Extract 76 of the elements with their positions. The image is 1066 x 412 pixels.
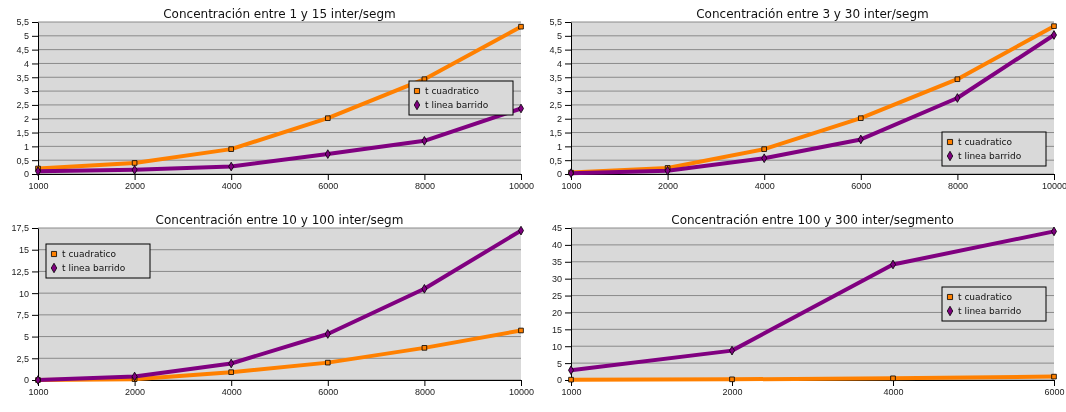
x-tick-label: 10000 [1041,181,1066,192]
x-tick-label: 10000 [508,387,535,398]
x-tick-label: 4000 [754,181,775,192]
y-tick-label: 3 [23,86,29,97]
legend-label: t cuadratico [425,86,480,96]
y-tick-label: 10 [551,341,562,352]
y-tick-label: 0,5 [549,155,562,166]
x-tick-label: 2000 [722,387,743,398]
x-tick-label: 4000 [221,181,242,192]
chart-title: Concentración entre 100 y 300 inter/segmento [671,213,954,227]
y-tick-label: 20 [551,307,562,318]
y-tick-label: 3,5 [549,72,562,83]
y-tick-label: 2,5 [549,100,562,111]
y-tick-label: 17,5 [11,223,29,234]
y-tick-label: 2,5 [16,353,29,364]
x-tick-label: 6000 [318,387,339,398]
x-tick-label: 1000 [561,181,582,192]
y-tick-label: 2 [23,114,29,125]
y-tick-label: 5 [23,31,29,42]
x-tick-label: 6000 [851,181,872,192]
x-tick-label: 2000 [658,181,679,192]
y-tick-label: 0 [23,169,29,180]
x-tick-label: 2000 [125,181,146,192]
legend-label: t linea barrido [425,100,489,110]
y-tick-label: 5,5 [549,17,562,28]
x-tick-label: 1000 [28,387,49,398]
legend-label: t cuadratico [958,137,1013,147]
y-tick-label: 35 [551,257,562,268]
y-tick-label: 1,5 [16,127,29,138]
y-tick-label: 1 [556,141,562,152]
x-tick-label: 10000 [508,181,535,192]
y-tick-label: 40 [551,240,562,251]
y-tick-label: 3 [556,86,562,97]
y-tick-label: 5 [556,31,562,42]
y-tick-label: 0 [556,375,562,386]
y-tick-label: 10 [18,288,29,299]
y-tick-label: 4 [556,58,562,69]
x-tick-label: 4000 [883,387,904,398]
x-tick-label: 6000 [318,181,339,192]
y-tick-label: 4,5 [16,45,29,56]
x-tick-label: 8000 [947,181,968,192]
y-tick-label: 0 [23,375,29,386]
x-tick-label: 2000 [125,387,146,398]
legend-label: t linea barrido [958,151,1022,161]
y-tick-label: 3,5 [16,72,29,83]
chart-title: Concentración entre 3 y 30 inter/segm [696,7,929,21]
y-tick-label: 1 [23,141,29,152]
y-tick-label: 7,5 [16,310,29,321]
legend-label: t cuadratico [62,249,117,259]
y-tick-label: 15 [18,245,29,256]
legend-label: t linea barrido [958,306,1022,316]
y-tick-label: 0,5 [16,155,29,166]
y-tick-label: 12,5 [11,266,29,277]
y-tick-label: 30 [551,274,562,285]
x-tick-label: 8000 [414,387,435,398]
x-tick-label: 6000 [1044,387,1065,398]
y-tick-label: 0 [556,169,562,180]
x-tick-label: 4000 [221,387,242,398]
y-tick-label: 2 [556,114,562,125]
y-tick-label: 25 [551,290,562,301]
y-tick-label: 5 [23,331,29,342]
x-tick-label: 1000 [28,181,49,192]
legend-label: t cuadratico [958,292,1013,302]
y-tick-label: 45 [551,223,562,234]
legend-label: t linea barrido [62,263,126,273]
chart-title: Concentración entre 1 y 15 inter/segm [163,7,396,21]
y-tick-label: 2,5 [16,100,29,111]
y-tick-label: 5 [556,358,562,369]
y-tick-label: 4 [23,58,29,69]
y-tick-label: 5,5 [16,17,29,28]
y-tick-label: 4,5 [549,45,562,56]
y-tick-label: 1,5 [549,127,562,138]
y-tick-label: 15 [551,324,562,335]
x-tick-label: 8000 [414,181,435,192]
x-tick-label: 1000 [561,387,582,398]
chart-title: Concentración entre 10 y 100 inter/segm [155,213,404,227]
